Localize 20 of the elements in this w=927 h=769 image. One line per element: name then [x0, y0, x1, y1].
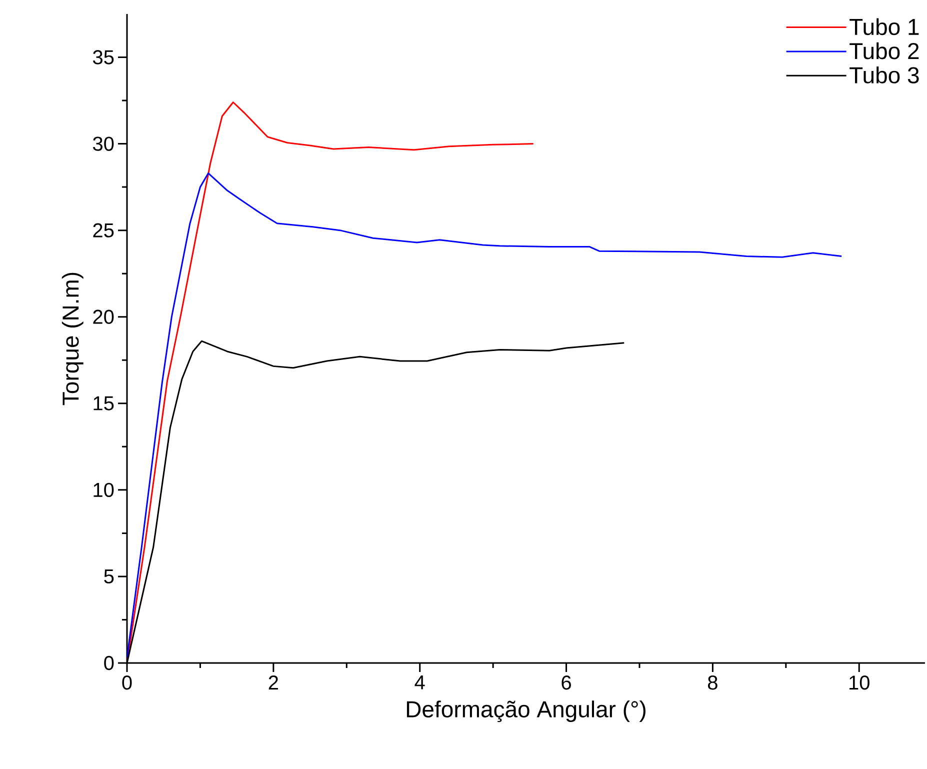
legend-label: Tubo 2 [850, 42, 919, 60]
y-tick-label: 35 [92, 50, 114, 64]
line-series [127, 172, 842, 659]
y-axis-title: Torque (N.m) [62, 272, 84, 406]
x-tick-label: 4 [414, 676, 425, 690]
x-tick-label: 10 [850, 676, 870, 690]
y-tick-label: 5 [104, 569, 114, 584]
x-tick-label: 6 [562, 676, 571, 690]
legend-label: Tubo 1 [850, 18, 919, 36]
y-tick-label: 30 [92, 136, 114, 151]
x-tick-label: 0 [122, 676, 132, 690]
x-axis-title: Deformação Angular (°) [406, 700, 646, 722]
y-tick-label: 15 [94, 396, 114, 410]
legend-label: Tubo 3 [850, 66, 919, 84]
y-tick-label: 10 [94, 482, 114, 498]
y-tick-label: 25 [93, 223, 114, 238]
x-tick-label: 2 [268, 676, 278, 690]
x-tick-label: 8 [708, 676, 718, 690]
y-tick-label: 20 [93, 310, 114, 324]
y-tick-label: 0 [104, 656, 114, 670]
